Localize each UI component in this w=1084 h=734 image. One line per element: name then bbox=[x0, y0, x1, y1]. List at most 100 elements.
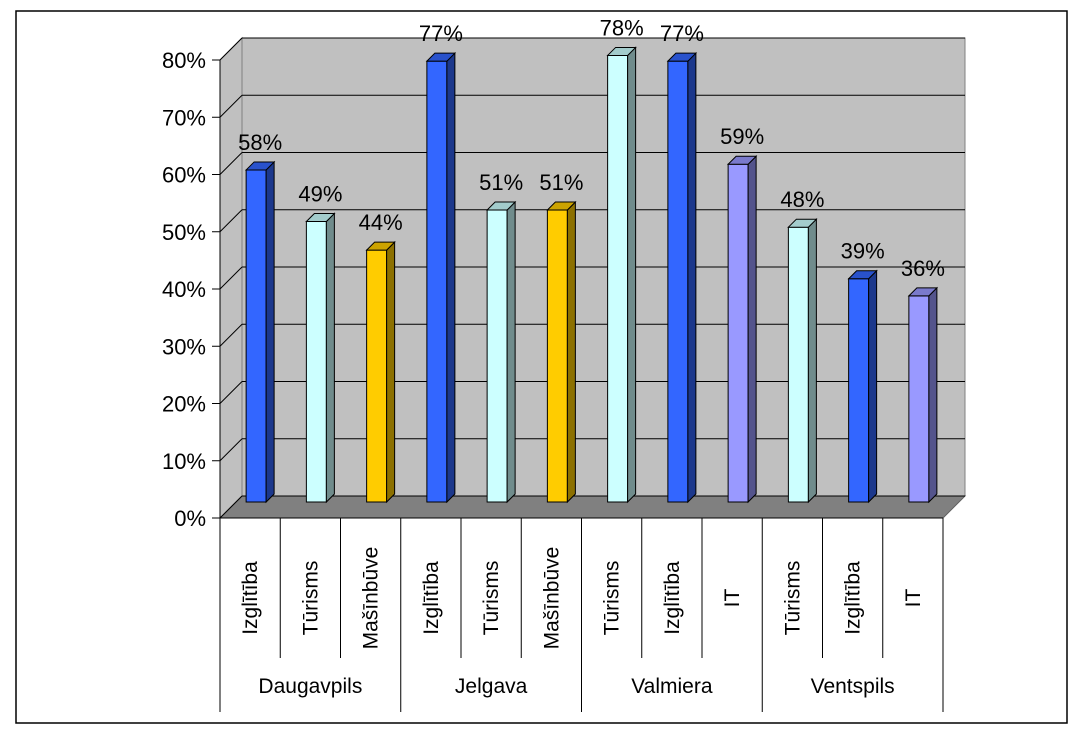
bar-Valmiera-Izglītība bbox=[666, 51, 698, 504]
bar-top bbox=[666, 52, 698, 62]
y-tick-label: 60% bbox=[162, 163, 206, 188]
category-label: Tūrisms bbox=[299, 561, 322, 636]
bar-Daugavpils-Tūrisms bbox=[305, 212, 336, 504]
category-label: IT bbox=[721, 589, 744, 608]
bar-side bbox=[265, 160, 275, 504]
data-label: 59% bbox=[720, 124, 764, 149]
category-label: Tūrisms bbox=[480, 561, 503, 636]
bar-top bbox=[305, 212, 336, 222]
category-label: Mašīnbūve bbox=[360, 547, 383, 650]
bar-front bbox=[366, 249, 388, 503]
bar-Valmiera-IT bbox=[726, 155, 758, 504]
bar-top bbox=[365, 241, 396, 251]
labels: 0% 10% 20% 30% 40% 50% 60% 70% 80% 58% Izglītība 49… bbox=[162, 15, 945, 698]
bar-side bbox=[687, 51, 697, 504]
category-axis-table bbox=[219, 518, 944, 712]
gridline-side bbox=[219, 381, 243, 404]
y-tick-label: 10% bbox=[162, 449, 206, 474]
plot-area bbox=[212, 36, 967, 712]
gridline-side bbox=[219, 438, 243, 462]
bar-side bbox=[386, 240, 396, 504]
bar-Jelgava-Izglītība bbox=[425, 51, 457, 504]
group-label: Ventspils bbox=[811, 675, 895, 698]
bar-side bbox=[627, 46, 637, 504]
bar-side bbox=[807, 217, 817, 504]
category-label: Mašīnbūve bbox=[540, 547, 563, 650]
data-label: 39% bbox=[841, 239, 885, 264]
y-tick-label: 50% bbox=[162, 220, 206, 245]
bar-Ventspils-Izglītība bbox=[847, 269, 878, 504]
category-label: Tūrisms bbox=[781, 561, 804, 636]
bar-Daugavpils-Izglītība bbox=[244, 160, 276, 504]
bar-front bbox=[667, 60, 689, 503]
y-tick-label: 30% bbox=[162, 334, 206, 359]
bar-front bbox=[908, 295, 930, 503]
bar-top bbox=[244, 161, 276, 171]
bar-front bbox=[787, 226, 809, 503]
bar-top bbox=[485, 201, 517, 211]
bar-Valmiera-Tūrisms bbox=[606, 46, 637, 504]
bar-front bbox=[607, 54, 629, 503]
bar-front bbox=[245, 169, 267, 503]
gridline-side bbox=[219, 209, 243, 233]
bar-Ventspils-Tūrisms bbox=[787, 217, 818, 504]
bar-front bbox=[546, 209, 568, 503]
bar-top bbox=[425, 52, 457, 62]
bar-side bbox=[325, 212, 335, 504]
data-label: 51% bbox=[539, 170, 583, 195]
gridline-side bbox=[219, 152, 243, 175]
gridline-side bbox=[219, 323, 243, 347]
gridline-side bbox=[219, 266, 243, 290]
data-label: 51% bbox=[479, 170, 523, 195]
bars bbox=[244, 46, 939, 504]
group-label: Jelgava bbox=[455, 675, 528, 698]
data-label: 49% bbox=[298, 181, 342, 206]
data-label: 44% bbox=[359, 210, 403, 235]
group-label: Daugavpils bbox=[258, 675, 362, 698]
bar-front bbox=[426, 60, 448, 503]
bar-top bbox=[726, 155, 758, 165]
bar-side bbox=[928, 286, 938, 504]
bar-Ventspils-IT bbox=[907, 286, 939, 504]
gridline-side bbox=[219, 37, 243, 61]
category-label: Izglītība bbox=[661, 561, 684, 635]
category-label: Tūrisms bbox=[601, 561, 624, 636]
bar-front bbox=[848, 278, 870, 503]
gridline-side bbox=[219, 495, 243, 519]
bar-front bbox=[305, 220, 327, 503]
bar-side bbox=[868, 269, 878, 504]
data-label: 78% bbox=[600, 15, 644, 40]
category-label: Izglītība bbox=[420, 561, 443, 635]
bar-top bbox=[787, 218, 818, 228]
data-label: 48% bbox=[780, 187, 824, 212]
y-tick-label: 0% bbox=[174, 506, 206, 531]
data-label: 58% bbox=[238, 130, 282, 155]
category-label: Izglītība bbox=[239, 561, 262, 635]
y-tick-label: 20% bbox=[162, 392, 206, 417]
bar-Daugavpils-Mašīnbūve bbox=[365, 240, 396, 504]
data-label: 77% bbox=[419, 21, 463, 46]
bar-top bbox=[847, 270, 878, 280]
bar-top bbox=[546, 201, 577, 211]
bar-side bbox=[747, 155, 757, 504]
bar-side bbox=[506, 200, 516, 504]
bar-front bbox=[486, 209, 508, 503]
y-tick-label: 70% bbox=[162, 105, 206, 130]
category-label: Izglītība bbox=[842, 561, 865, 635]
category-label: IT bbox=[902, 589, 925, 608]
y-tick-label: 80% bbox=[162, 48, 206, 73]
group-label: Valmiera bbox=[631, 675, 713, 698]
data-label: 36% bbox=[901, 256, 945, 281]
bar-side bbox=[566, 200, 576, 504]
bar-Jelgava-Tūrisms bbox=[485, 200, 517, 504]
bar-side bbox=[446, 51, 456, 504]
bar-top bbox=[907, 287, 939, 297]
bar-front bbox=[727, 163, 749, 503]
gridline-side bbox=[219, 94, 243, 118]
data-label: 77% bbox=[660, 21, 704, 46]
bar-Jelgava-Mašīnbūve bbox=[546, 200, 577, 504]
y-tick-label: 40% bbox=[162, 277, 206, 302]
bar-top bbox=[606, 46, 637, 56]
